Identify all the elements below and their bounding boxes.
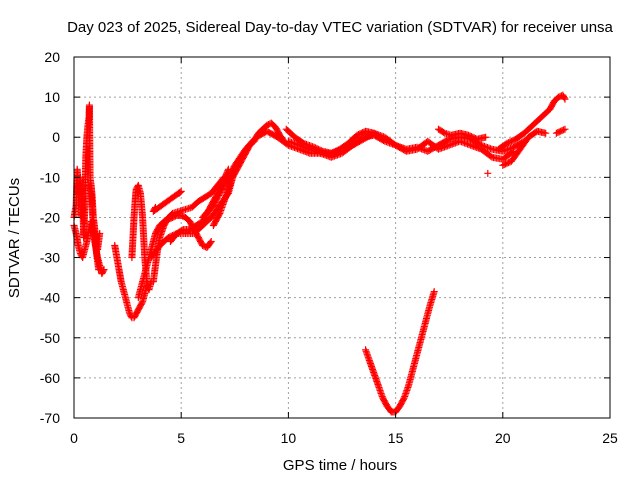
x-tick-label: 15	[388, 430, 404, 446]
data-point	[171, 230, 179, 238]
data-point	[95, 266, 103, 274]
y-tick-label: -20	[40, 209, 60, 225]
x-tick-label: 0	[70, 430, 78, 446]
data-point	[379, 135, 387, 143]
data-point	[561, 95, 569, 103]
data-point	[430, 288, 438, 296]
axis-ticks	[73, 56, 611, 419]
plot-frame	[73, 56, 611, 419]
data-point	[482, 133, 490, 141]
data-point	[560, 94, 568, 102]
chart-title: Day 023 of 2025, Sidereal Day-to-day VTE…	[67, 19, 613, 36]
data-point	[484, 169, 492, 177]
y-tick-label: -40	[40, 290, 60, 306]
data-point	[207, 238, 215, 246]
data-point	[138, 299, 146, 307]
x-tick-label: 20	[495, 430, 511, 446]
y-tick-label: -50	[40, 330, 60, 346]
y-tick-label: 20	[44, 49, 60, 65]
data-point	[508, 148, 516, 156]
y-tick-label: -70	[40, 410, 60, 426]
data-point	[561, 125, 569, 133]
data-marks	[70, 91, 569, 416]
y-tick-label: -10	[40, 169, 60, 185]
x-tick-labels: 0 5 10 15 20 25	[70, 430, 618, 446]
y-tick-label: 10	[44, 89, 60, 105]
y-tick-label: -30	[40, 250, 60, 266]
x-axis-label: GPS time / hours	[283, 457, 397, 474]
data-point	[99, 267, 107, 275]
y-tick-label: -60	[40, 370, 60, 386]
data-point	[542, 129, 550, 137]
x-tick-label: 25	[602, 430, 618, 446]
data-point	[378, 134, 386, 142]
y-tick-label: 0	[52, 129, 60, 145]
data-point	[206, 239, 214, 247]
data-point	[560, 126, 568, 134]
x-tick-label: 10	[281, 430, 297, 446]
y-tick-labels: -70 -60 -50 -40 -30 -20 -10 0 10 20	[40, 49, 60, 426]
y-axis-label: SDTVAR / TECUs	[6, 178, 23, 298]
data-point	[151, 203, 159, 211]
data-point	[151, 205, 159, 213]
x-tick-label: 5	[177, 430, 185, 446]
